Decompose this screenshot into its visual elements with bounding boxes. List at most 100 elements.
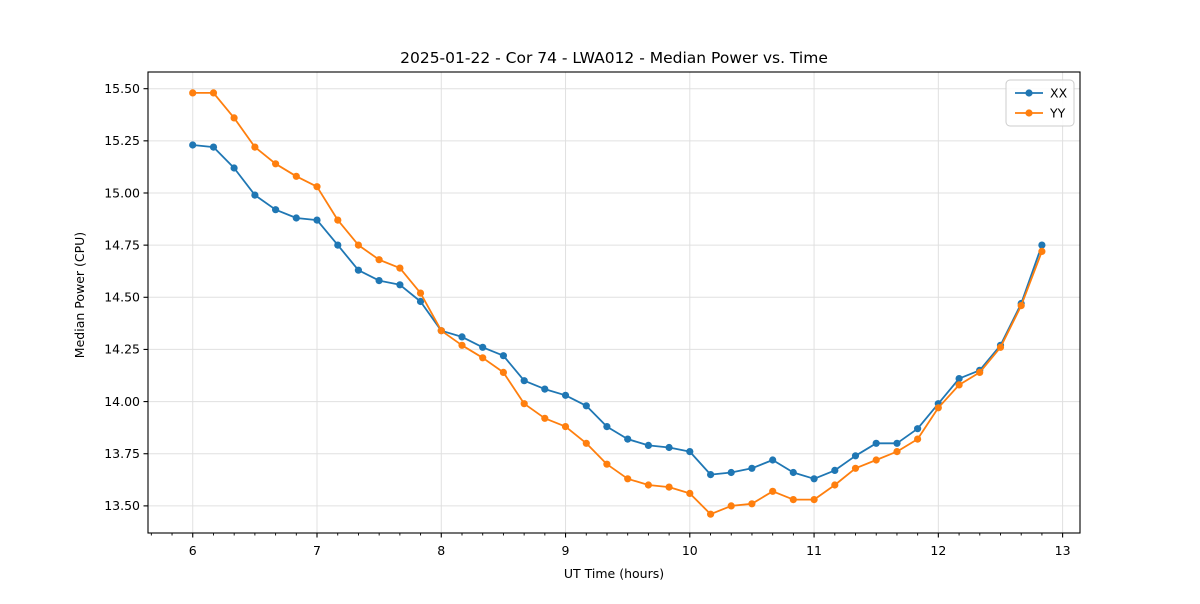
data-point-xx	[748, 464, 756, 472]
x-tick-label: 12	[930, 543, 946, 558]
grid-lines	[148, 72, 1080, 533]
data-series	[189, 89, 1046, 518]
data-point-xx	[230, 164, 238, 172]
data-point-xx	[313, 216, 321, 224]
data-point-yy	[313, 183, 321, 191]
data-point-yy	[251, 143, 259, 151]
data-point-xx	[769, 456, 777, 464]
chart-title: 2025-01-22 - Cor 74 - LWA012 - Median Po…	[400, 49, 828, 67]
data-point-xx	[189, 141, 197, 149]
data-point-yy	[831, 481, 839, 489]
x-tick-label: 8	[437, 543, 445, 558]
data-point-yy	[230, 114, 238, 122]
line-series-xx	[192, 144, 1043, 480]
data-point-yy	[437, 327, 445, 335]
data-point-yy	[893, 448, 901, 456]
y-tick-label: 14.50	[104, 290, 140, 305]
data-point-yy	[520, 400, 528, 408]
data-point-yy	[499, 368, 507, 376]
data-point-xx	[416, 297, 425, 306]
data-point-yy	[561, 423, 570, 431]
data-point-xx	[955, 375, 963, 383]
x-axis-label: UT Time (hours)	[564, 566, 664, 581]
x-tick-label: 6	[189, 543, 197, 558]
data-point-xx	[334, 241, 342, 249]
y-tick-label: 14.75	[104, 237, 140, 252]
data-point-xx	[644, 441, 653, 449]
data-point-yy	[727, 502, 735, 510]
data-point-yy	[1038, 247, 1046, 255]
data-point-xx	[375, 277, 383, 285]
data-point-xx	[872, 439, 880, 447]
data-point-yy	[603, 460, 611, 468]
data-point-yy	[748, 500, 756, 508]
data-point-xx	[851, 452, 860, 460]
data-point-xx	[1038, 241, 1046, 249]
data-point-yy	[416, 289, 425, 297]
data-point-yy	[396, 264, 404, 272]
x-tick-label: 9	[562, 543, 570, 558]
data-point-xx	[727, 468, 735, 477]
legend-box	[1005, 79, 1075, 127]
data-point-yy	[810, 496, 818, 504]
data-point-xx	[665, 443, 673, 452]
data-point-yy	[934, 404, 942, 412]
line-series-yy	[192, 92, 1043, 516]
data-point-yy	[872, 456, 880, 464]
data-point-yy	[209, 89, 218, 97]
data-point-xx	[272, 206, 280, 214]
data-point-xx	[396, 281, 404, 289]
data-point-xx	[251, 191, 259, 199]
data-point-xx	[707, 471, 715, 479]
data-point-yy	[272, 160, 280, 168]
y-tick-label: 15.00	[104, 185, 140, 200]
data-point-yy	[851, 464, 860, 472]
data-point-yy	[665, 483, 673, 491]
y-tick-label: 15.50	[104, 81, 140, 96]
data-point-yy	[996, 343, 1005, 351]
plot-background	[148, 72, 1080, 533]
y-tick-label: 13.50	[104, 498, 140, 513]
data-point-xx	[893, 439, 901, 447]
data-point-yy	[292, 172, 300, 180]
data-point-xx	[810, 475, 818, 483]
data-point-xx	[541, 385, 549, 393]
data-point-yy	[914, 435, 922, 443]
data-point-yy	[644, 481, 653, 489]
data-point-xx	[479, 343, 487, 351]
data-point-xx	[499, 352, 507, 360]
data-point-xx	[914, 425, 922, 433]
data-point-yy	[707, 510, 715, 518]
y-axis-label: Median Power (CPU)	[72, 232, 87, 358]
data-point-xx	[831, 466, 839, 474]
data-point-yy	[976, 368, 984, 376]
data-point-xx	[209, 143, 218, 151]
data-point-yy	[789, 496, 797, 504]
data-point-xx	[354, 266, 362, 274]
data-point-yy	[189, 89, 197, 97]
data-point-yy	[686, 489, 694, 497]
data-point-yy	[479, 354, 487, 362]
data-point-xx	[624, 435, 632, 443]
x-tick-label: 10	[682, 543, 698, 558]
data-point-yy	[955, 381, 963, 389]
data-point-xx	[582, 402, 590, 410]
data-point-yy	[1017, 302, 1025, 310]
legend-marker-yy	[1025, 109, 1033, 117]
x-tick-label: 7	[313, 543, 321, 558]
x-tick-label: 11	[806, 543, 822, 558]
data-point-yy	[375, 256, 383, 264]
data-point-yy	[541, 414, 549, 422]
y-tick-label: 14.00	[104, 394, 140, 409]
x-tick-label: 13	[1055, 543, 1071, 558]
data-point-yy	[769, 487, 777, 495]
y-tick-label: 13.75	[104, 446, 140, 461]
data-point-xx	[458, 333, 466, 341]
axes-and-ticks: 6 7 8 9 10 11 12 13 13.50 13.75 14.00 14.25 14.50 14.…	[104, 71, 1081, 558]
y-tick-label: 14.25	[104, 342, 140, 357]
data-point-xx	[603, 423, 611, 431]
plot-border	[147, 71, 1081, 534]
legend-label-xx: XX	[1050, 85, 1068, 100]
